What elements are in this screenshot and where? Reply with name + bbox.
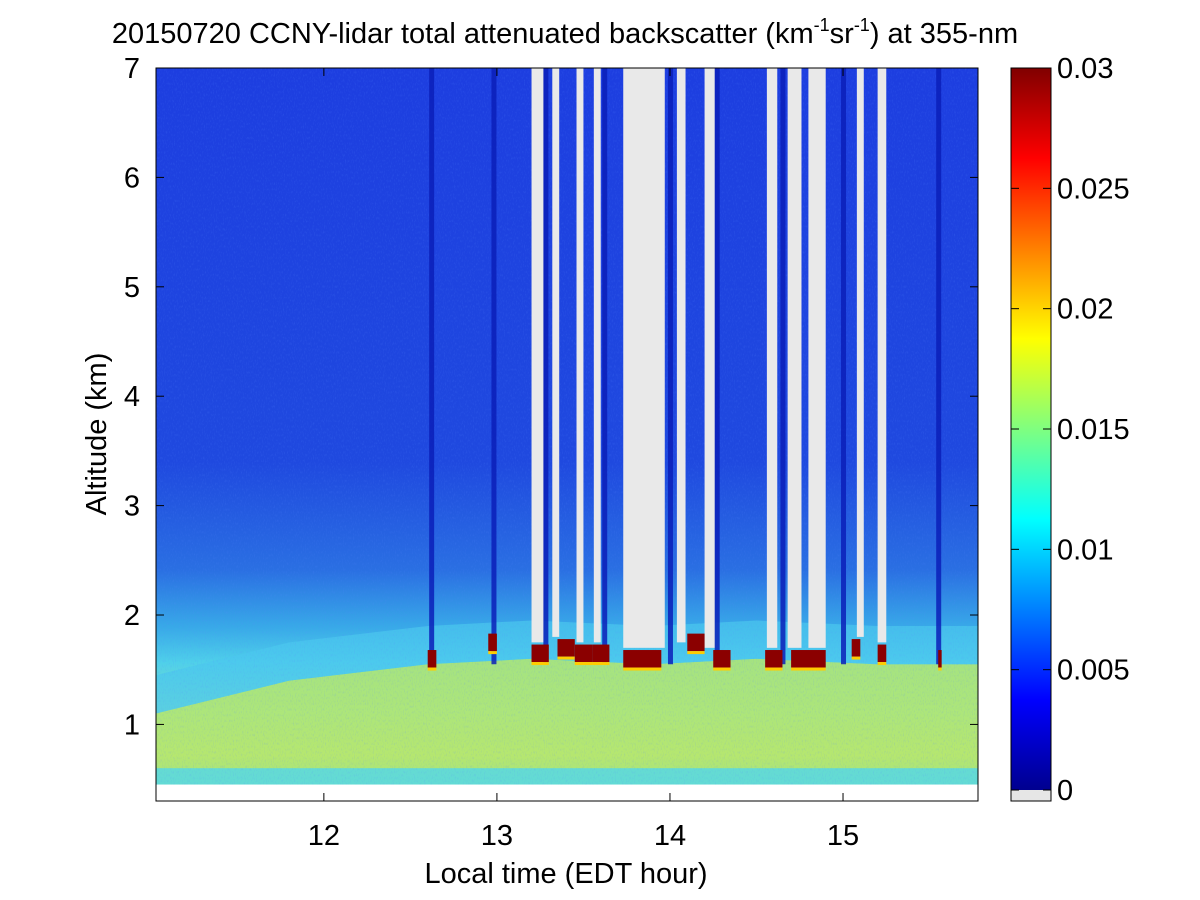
cloud-base (877, 644, 887, 663)
dark-column (429, 68, 435, 665)
colorbar-tick-label: 0.01 (1057, 534, 1113, 566)
cloud-base-edge (938, 667, 942, 671)
attenuated-gap (623, 68, 665, 648)
cloud-base (623, 650, 662, 668)
cloud-base-edge (488, 651, 497, 655)
cloud-base-edge (877, 662, 887, 666)
y-tick-label: 7 (124, 53, 140, 85)
attenuated-gap (676, 68, 686, 643)
cloud-base-edge (765, 667, 783, 671)
colorbar-tick-label: 0.02 (1057, 294, 1113, 326)
x-axis-label: Local time (EDT hour) (424, 858, 707, 890)
dark-column (841, 68, 847, 665)
cloud-base-edge (791, 667, 826, 671)
x-tick-label: 12 (308, 820, 340, 852)
cloud-base (531, 644, 549, 663)
attenuated-gap (576, 68, 584, 643)
x-tick-label: 15 (827, 820, 859, 852)
dark-column (543, 68, 549, 665)
y-tick-label: 3 (124, 491, 140, 523)
cloud-base-edge (592, 662, 610, 666)
y-tick-label: 6 (124, 162, 140, 194)
cloud-base (851, 639, 861, 657)
y-tick-label: 1 (124, 709, 140, 741)
y-tick-label: 2 (124, 600, 140, 632)
dark-column (714, 68, 720, 665)
y-tick-label: 5 (124, 272, 140, 304)
colorbar-tick-label: 0.025 (1057, 173, 1130, 205)
attenuated-gap (704, 68, 715, 648)
cloud-base (592, 644, 610, 663)
dark-column (936, 68, 942, 665)
backscatter-heatmap (156, 68, 978, 801)
cloud-base (427, 650, 437, 668)
y-axis-label: Altitude (km) (81, 353, 113, 516)
cloud-base-edge (713, 667, 731, 671)
attenuated-gap (787, 68, 802, 648)
x-tick-label: 14 (654, 820, 686, 852)
dark-column (780, 68, 786, 665)
attenuated-gap (877, 68, 887, 643)
cloud-base-edge (851, 656, 861, 660)
cloud-base (791, 650, 826, 668)
cloud-base (557, 639, 575, 657)
colorbar-tick-label: 0 (1057, 775, 1073, 807)
cloud-base-edge (531, 662, 549, 666)
attenuated-gap (808, 68, 826, 648)
chart-title: 20150720 CCNY-lidar total attenuated bac… (112, 15, 1018, 50)
dark-column (491, 68, 497, 665)
x-tick-label: 13 (481, 820, 513, 852)
cloud-base (938, 650, 942, 668)
colorbar-frame (1010, 67, 1052, 802)
cloud-base-edge (687, 651, 705, 655)
attenuated-gap (593, 68, 601, 643)
dark-column (667, 68, 673, 665)
colorbar-tick-label: 0.005 (1057, 655, 1130, 687)
cloud-base (765, 650, 783, 668)
y-tick-label: 4 (124, 381, 140, 413)
cloud-base-edge (557, 656, 575, 660)
colorbar: 0 0.005 0.01 0.015 0.02 0.025 0.03 (1010, 53, 1130, 807)
cloud-base (713, 650, 731, 668)
noise-speckle (156, 68, 978, 785)
attenuated-gap (856, 68, 864, 637)
no-data-strip (156, 784, 978, 801)
plot-frame (155, 67, 979, 802)
colorbar-tick-label: 0.03 (1057, 53, 1113, 85)
colorbar-nodata (1011, 790, 1051, 801)
attenuated-gap (552, 68, 560, 637)
dark-column (602, 68, 608, 665)
cloud-base-edge (623, 667, 662, 671)
cloud-base-edge (574, 662, 593, 666)
cloud-base-edge (427, 667, 437, 671)
cloud-base (687, 633, 705, 652)
cloud-base (574, 644, 593, 663)
attenuated-gap (531, 68, 544, 643)
cloud-base (488, 633, 497, 652)
attenuated-gap (766, 68, 778, 648)
colorbar-tick-label: 0.015 (1057, 414, 1130, 446)
